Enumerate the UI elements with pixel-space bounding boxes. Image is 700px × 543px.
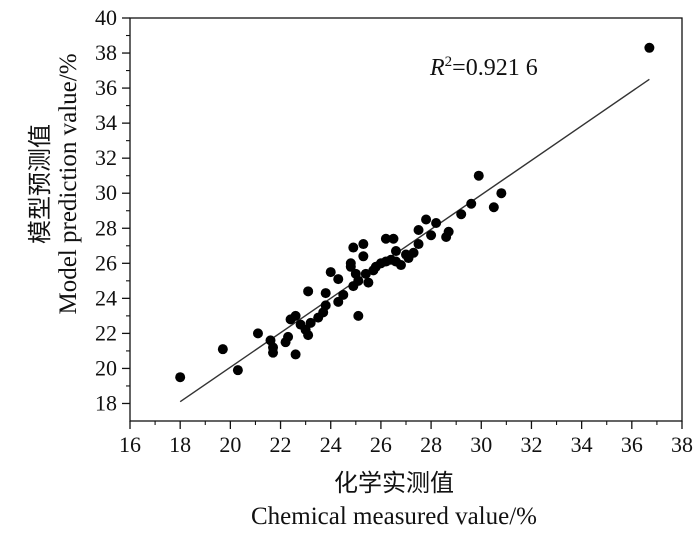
data-point: [320, 288, 331, 299]
data-point: [320, 300, 331, 311]
data-point: [252, 328, 263, 339]
x-tick-label: 36: [621, 432, 643, 457]
data-point: [363, 277, 374, 288]
x-axis-title: Chemical measured value/%: [251, 503, 537, 530]
y-tick-label: 32: [95, 145, 117, 170]
r-squared-sup: 2: [445, 54, 453, 70]
y-tick-label: 20: [95, 355, 117, 380]
data-point: [175, 372, 186, 383]
data-point: [408, 247, 419, 258]
data-point: [360, 268, 371, 279]
x-tick-label: 26: [370, 432, 392, 457]
data-point: [390, 246, 401, 257]
x-tick-label: 38: [671, 432, 693, 457]
plot-frame: [129, 17, 683, 422]
y-tick-label: 24: [95, 285, 117, 310]
data-point: [413, 225, 424, 236]
y-tick-label: 28: [95, 215, 117, 240]
data-point: [456, 209, 467, 220]
x-tick-label: 34: [571, 432, 593, 457]
data-point: [395, 260, 406, 271]
data-point: [388, 233, 399, 244]
data-point: [466, 198, 477, 209]
data-point: [333, 274, 344, 285]
data-point: [232, 365, 243, 376]
data-point: [305, 317, 316, 328]
data-point: [325, 267, 336, 278]
x-tick-label: 18: [169, 432, 191, 457]
axis-ticks: [122, 17, 683, 429]
data-point: [431, 218, 442, 229]
data-point: [353, 275, 364, 286]
data-point: [443, 226, 454, 237]
axis-tick-labels: 16 18 20 22 24 26 28 30 32 34 36 381820222426283032…: [95, 5, 693, 457]
y-tick-label: 34: [95, 110, 117, 135]
y-tick-label: 38: [95, 40, 117, 65]
y-axis-title-cn: 模型预测值: [26, 124, 54, 244]
data-point: [268, 347, 279, 358]
data-point: [290, 349, 301, 360]
data-point: [358, 251, 369, 262]
y-tick-label: 18: [95, 390, 117, 415]
x-tick-label: 28: [420, 432, 442, 457]
data-point: [290, 310, 301, 321]
r-squared-annotation: R2=0.921 6: [429, 54, 538, 81]
r-squared-prefix: R: [429, 55, 445, 81]
regression-line: [179, 78, 650, 403]
y-tick-label: 40: [95, 5, 117, 30]
data-point: [421, 214, 432, 225]
y-tick-label: 30: [95, 180, 117, 205]
data-point: [644, 42, 655, 53]
data-point: [496, 188, 507, 199]
r-squared-value: =0.921 6: [452, 55, 538, 81]
data-point: [488, 202, 499, 213]
x-tick-label: 22: [270, 432, 292, 457]
x-tick-label: 24: [320, 432, 342, 457]
data-points: [175, 42, 655, 383]
data-point: [338, 289, 349, 300]
y-tick-label: 26: [95, 250, 117, 275]
data-point: [217, 344, 228, 355]
data-point: [333, 296, 344, 307]
x-tick-label: 20: [219, 432, 241, 457]
x-tick-label: 32: [520, 432, 542, 457]
data-point: [303, 330, 314, 341]
data-point: [348, 242, 359, 253]
data-point: [380, 233, 391, 244]
data-point: [358, 239, 369, 250]
data-point: [345, 258, 356, 269]
x-tick-label: 30: [470, 432, 492, 457]
x-axis-title-cn: 化学实测值: [334, 469, 454, 497]
y-axis-title: Model prediction value/%: [55, 53, 82, 314]
data-point: [353, 310, 364, 321]
y-tick-label: 22: [95, 320, 117, 345]
x-tick-label: 16: [119, 432, 141, 457]
data-point: [473, 170, 484, 181]
y-tick-label: 36: [95, 75, 117, 100]
data-point: [426, 230, 437, 241]
data-point: [413, 239, 424, 250]
data-point: [283, 331, 294, 342]
data-point: [303, 286, 314, 297]
